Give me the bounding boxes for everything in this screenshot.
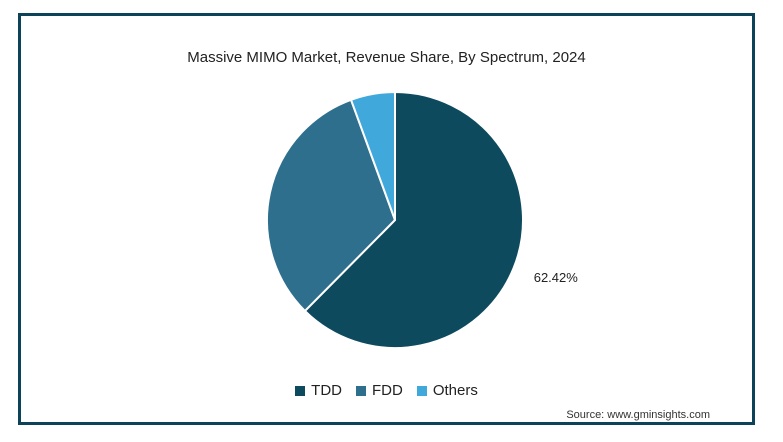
legend-item-tdd: TDD	[295, 382, 342, 399]
legend-label-others: Others	[432, 382, 478, 399]
legend-label-tdd: TDD	[311, 382, 342, 399]
pie-slice-others	[349, 90, 396, 221]
chart-legend: TDD FDD Others	[21, 382, 752, 399]
chart-title: Massive MIMO Market, Revenue Share, By S…	[187, 49, 586, 66]
legend-swatch-fdd	[355, 385, 366, 396]
legend-label-fdd: FDD	[371, 382, 403, 399]
data-label-tdd: 62.42%	[534, 270, 579, 285]
legend-item-fdd: FDD	[355, 382, 403, 399]
chart-frame: Massive MIMO Market, Revenue Share, By S…	[18, 13, 755, 425]
source-note: Source: www.gminsights.com	[566, 409, 710, 421]
legend-swatch-others	[416, 385, 427, 396]
pie-slice-tdd	[303, 90, 524, 349]
pie-slice-fdd	[266, 98, 397, 313]
legend-item-others: Others	[416, 382, 478, 399]
legend-swatch-tdd	[295, 385, 306, 396]
